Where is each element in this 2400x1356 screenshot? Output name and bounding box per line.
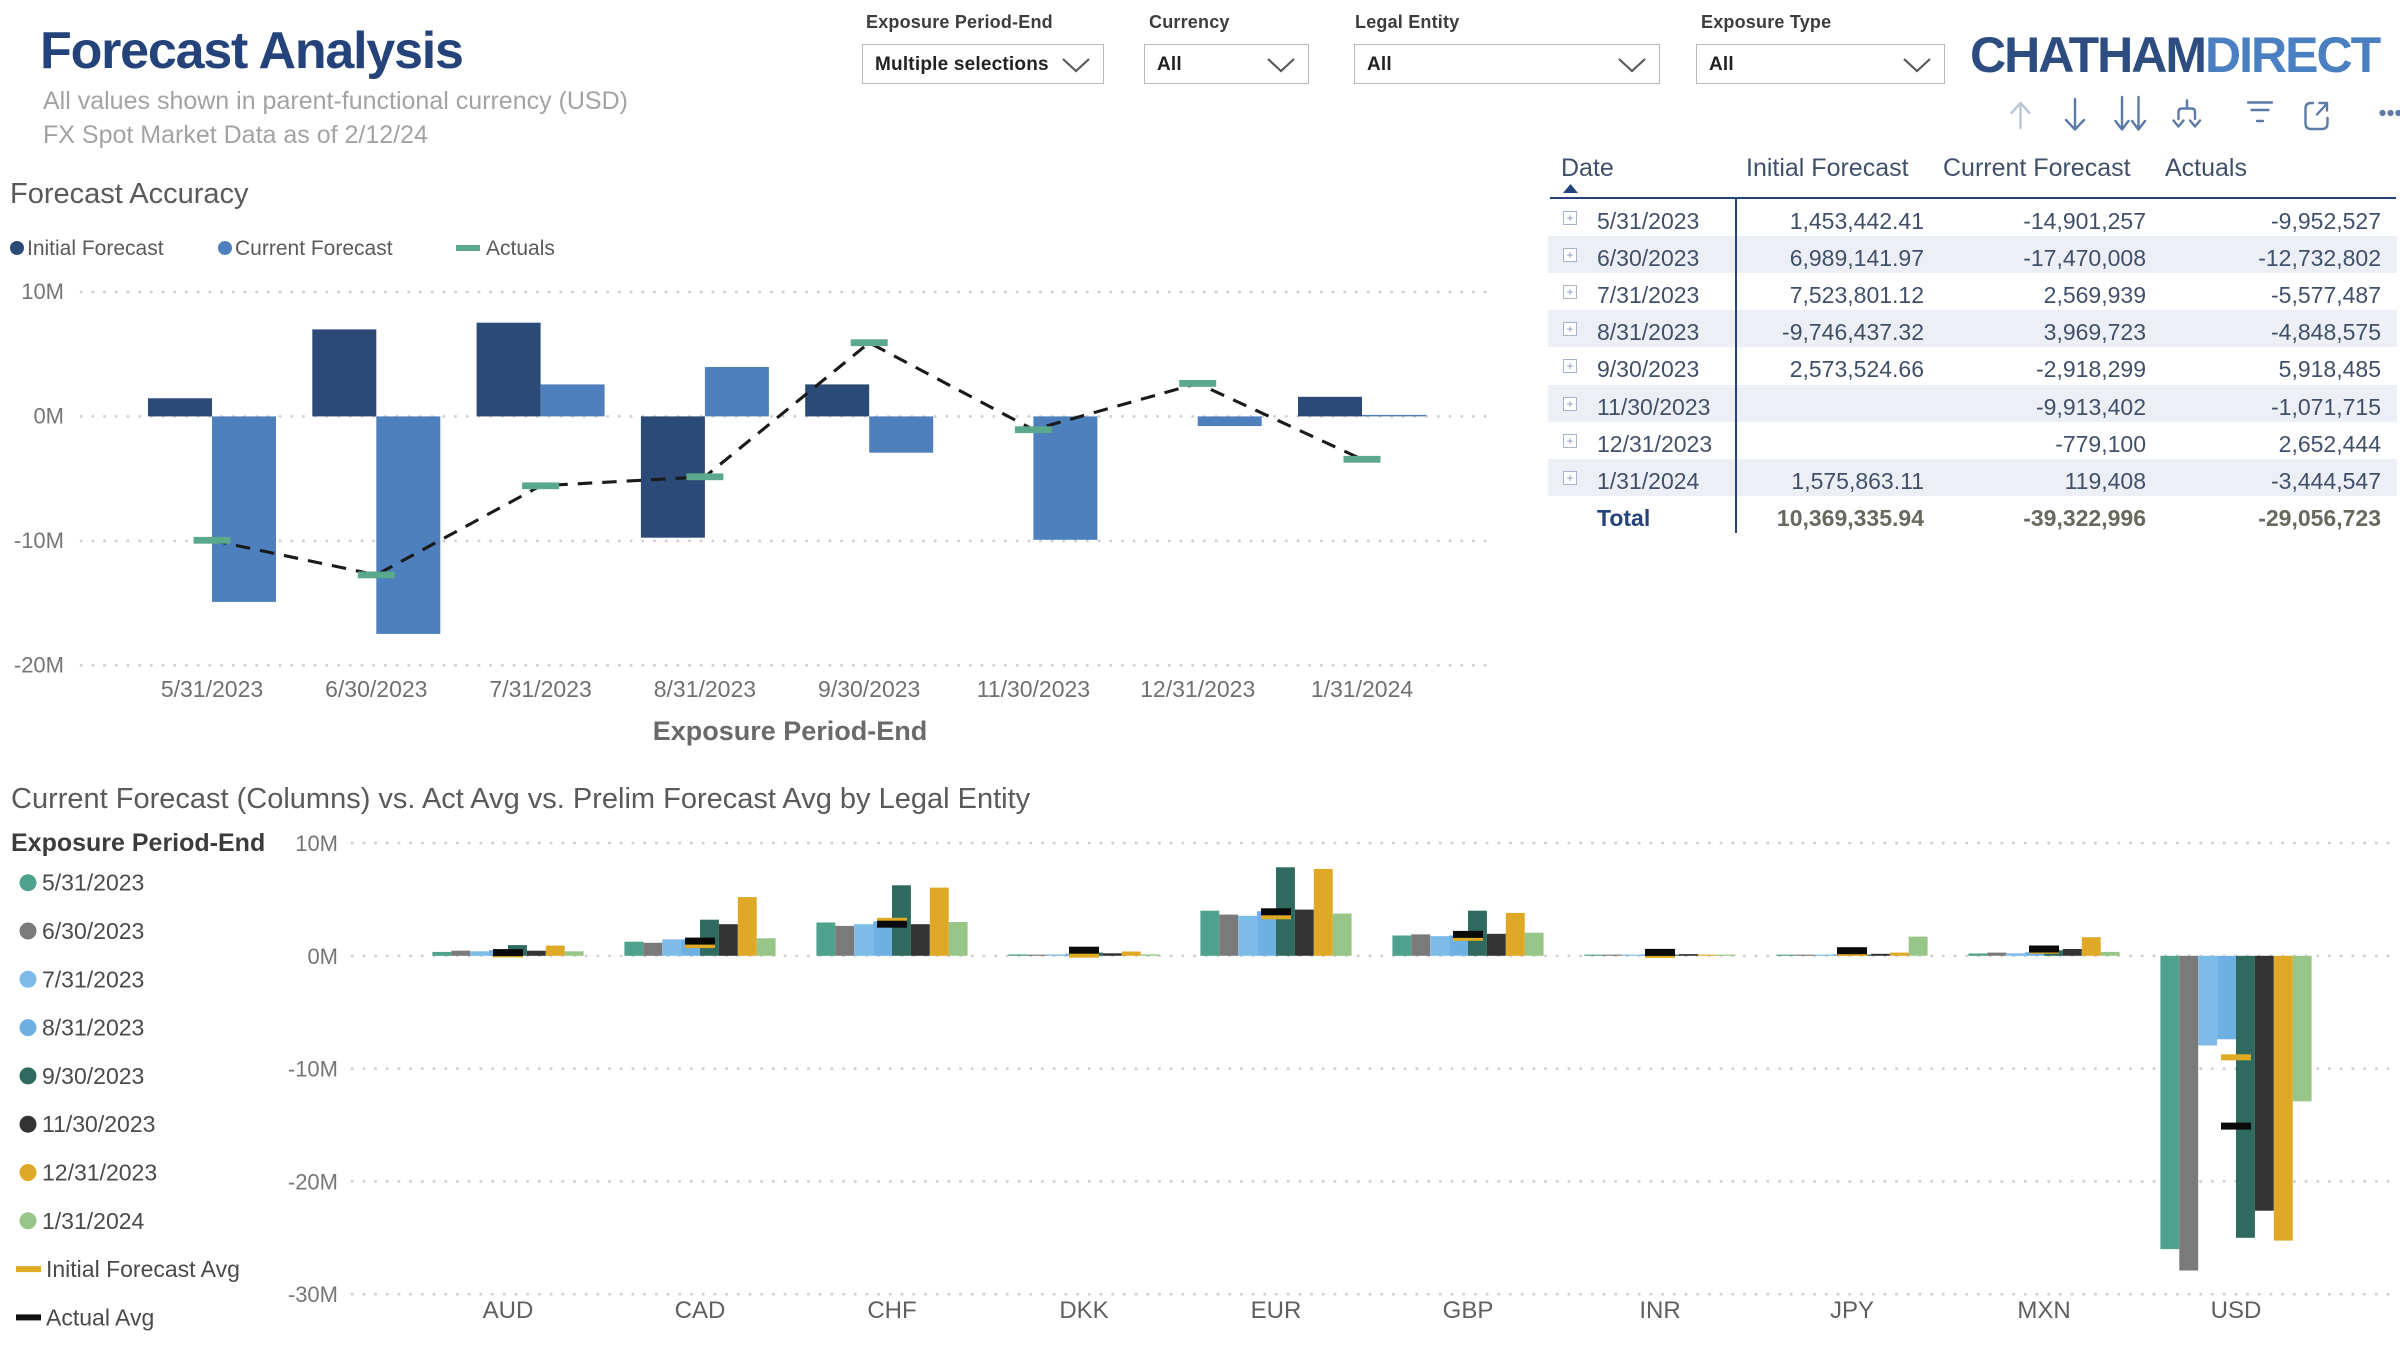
- svg-text:MXN: MXN: [2017, 1297, 2070, 1324]
- svg-text:Initial Forecast: Initial Forecast: [27, 237, 164, 260]
- svg-text:-10M: -10M: [288, 1057, 338, 1082]
- svg-text:-20M: -20M: [14, 652, 64, 677]
- svg-text:Forecast Accuracy: Forecast Accuracy: [10, 178, 249, 210]
- svg-text:12/31/2023: 12/31/2023: [42, 1160, 157, 1186]
- svg-text:Actuals: Actuals: [486, 237, 555, 260]
- svg-text:1/31/2024: 1/31/2024: [1311, 676, 1414, 702]
- svg-text:8/31/2023: 8/31/2023: [42, 1015, 144, 1041]
- svg-text:12/31/2023: 12/31/2023: [1140, 676, 1255, 702]
- svg-text:Exposure Period-End: Exposure Period-End: [11, 829, 265, 857]
- svg-text:10M: 10M: [295, 831, 338, 856]
- svg-text:9/30/2023: 9/30/2023: [42, 1063, 144, 1089]
- svg-text:6/30/2023: 6/30/2023: [325, 676, 427, 702]
- svg-text:-30M: -30M: [288, 1282, 338, 1307]
- svg-text:Initial Forecast Avg: Initial Forecast Avg: [46, 1256, 240, 1282]
- svg-text:0M: 0M: [307, 944, 338, 969]
- svg-text:11/30/2023: 11/30/2023: [42, 1111, 155, 1137]
- svg-text:AUD: AUD: [483, 1297, 534, 1324]
- svg-text:Current Forecast (Columns) vs.: Current Forecast (Columns) vs. Act Avg v…: [11, 783, 1031, 815]
- svg-text:9/30/2023: 9/30/2023: [818, 676, 920, 702]
- svg-text:CAD: CAD: [675, 1297, 726, 1324]
- svg-text:0M: 0M: [33, 403, 64, 428]
- svg-text:6/30/2023: 6/30/2023: [42, 918, 144, 944]
- svg-text:EUR: EUR: [1251, 1297, 1302, 1324]
- svg-text:-10M: -10M: [14, 528, 64, 553]
- svg-text:INR: INR: [1639, 1297, 1680, 1324]
- svg-text:Current Forecast: Current Forecast: [235, 237, 393, 260]
- svg-text:Exposure Period-End: Exposure Period-End: [653, 716, 928, 746]
- svg-text:JPY: JPY: [1830, 1297, 1874, 1324]
- svg-text:7/31/2023: 7/31/2023: [489, 676, 591, 702]
- svg-text:Actual Avg: Actual Avg: [46, 1304, 154, 1330]
- svg-text:CHF: CHF: [867, 1297, 916, 1324]
- svg-text:10M: 10M: [21, 279, 64, 304]
- svg-text:DKK: DKK: [1059, 1297, 1108, 1324]
- svg-text:5/31/2023: 5/31/2023: [161, 676, 263, 702]
- svg-text:7/31/2023: 7/31/2023: [42, 966, 144, 992]
- svg-text:11/30/2023: 11/30/2023: [977, 676, 1090, 702]
- svg-text:-20M: -20M: [288, 1169, 338, 1194]
- svg-text:8/31/2023: 8/31/2023: [654, 676, 756, 702]
- svg-text:USD: USD: [2211, 1297, 2262, 1324]
- svg-text:1/31/2024: 1/31/2024: [42, 1208, 145, 1234]
- svg-text:GBP: GBP: [1443, 1297, 1494, 1324]
- svg-text:5/31/2023: 5/31/2023: [42, 870, 144, 896]
